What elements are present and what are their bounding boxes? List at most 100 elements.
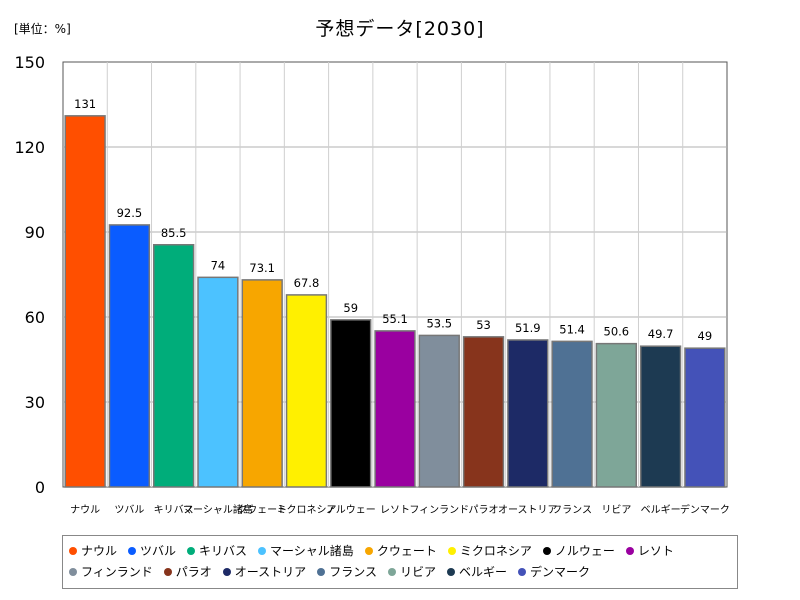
data-label: 67.8 <box>294 276 320 290</box>
y-tick-label: 120 <box>14 138 45 157</box>
y-tick-label: 30 <box>25 393 45 412</box>
x-tick-label: ツバル <box>114 504 144 516</box>
y-tick-label: 90 <box>25 223 45 242</box>
legend-item: レソト <box>625 540 674 561</box>
x-tick-label: リビア <box>601 504 631 516</box>
data-label: 85.5 <box>161 226 187 240</box>
data-label: 51.9 <box>515 321 541 335</box>
legend-swatch <box>128 546 137 555</box>
legend-label: オーストリア <box>234 565 307 579</box>
legend-swatch <box>163 567 172 576</box>
bar-12 <box>551 340 593 488</box>
legend-swatch <box>69 567 77 576</box>
legend-label: クウェート <box>376 544 437 558</box>
data-label: 92.5 <box>117 206 143 220</box>
legend-label: リビア <box>399 565 436 579</box>
legend-swatch <box>446 567 455 576</box>
legend-label: キリバス <box>199 544 248 558</box>
chart-legend: ナウル ツバル キリバス マーシャル諸島 クウェート ミクロネシア ノルウェー レソトフィンラ… <box>62 535 738 589</box>
data-label: 53.5 <box>426 316 452 330</box>
legend-swatch <box>187 546 196 555</box>
x-tick-label: クウェート <box>237 504 287 516</box>
x-tick-label: ベルギー <box>641 504 681 516</box>
legend-item: フィンランド <box>69 561 153 582</box>
bar-1 <box>64 115 106 488</box>
bar-15 <box>684 347 726 488</box>
bar-10 <box>462 336 505 488</box>
y-tick-label: 60 <box>25 308 45 327</box>
legend-item: ツバル <box>128 540 176 561</box>
legend-label: フランス <box>329 565 377 579</box>
bar-7 <box>330 319 372 488</box>
bar-4 <box>197 276 239 488</box>
legend-item: オーストリア <box>222 561 307 582</box>
legend-swatch <box>364 546 373 555</box>
legend-swatch <box>222 567 231 576</box>
legend-item: パラオ <box>163 561 212 582</box>
legend-swatch <box>447 546 456 555</box>
legend-label: フィンランド <box>81 565 153 579</box>
unit-label: [単位：%] <box>14 22 71 36</box>
legend-label: ミクロネシア <box>459 544 532 558</box>
bar-chart-plot: 0 30 60 90 120 150 131 ナウル 92.5 ツバル 85.5 キリバス 74 マーシャ… <box>14 53 730 516</box>
legend-item: フランス <box>317 561 377 582</box>
bar-6 <box>285 294 328 488</box>
data-label: 131 <box>74 97 96 111</box>
legend-label: ツバル <box>140 544 177 558</box>
x-tick-label: パラオ <box>469 504 499 516</box>
y-tick-label: 150 <box>14 53 45 72</box>
legend-swatch <box>69 546 77 555</box>
x-tick-label: フランス <box>552 504 592 516</box>
y-tick-label: 0 <box>35 478 45 497</box>
x-tick-label: ノルウェー <box>326 504 376 516</box>
data-label: 50.6 <box>604 325 630 339</box>
legend-label: レソト <box>637 544 674 558</box>
bar-5 <box>241 279 283 488</box>
legend-swatch <box>542 546 551 555</box>
data-label: 49.7 <box>648 327 674 341</box>
x-tick-label: キリバス <box>154 504 194 516</box>
bar-13 <box>595 342 638 488</box>
legend-label: パラオ <box>175 565 212 579</box>
legend-swatch <box>387 567 396 576</box>
legend-label: マーシャル諸島 <box>270 544 354 558</box>
legend-item: ミクロネシア <box>447 540 532 561</box>
legend-label: ベルギー <box>458 565 507 579</box>
bar-11 <box>507 339 549 488</box>
legend-item: ノルウェー <box>542 540 615 561</box>
legend-label: ナウル <box>81 544 118 558</box>
data-label: 53 <box>476 318 491 332</box>
legend-label: ノルウェー <box>554 544 615 558</box>
bar-8 <box>374 330 416 488</box>
data-label: 55.1 <box>382 312 408 326</box>
data-label: 49 <box>698 329 713 343</box>
legend-swatch <box>258 546 267 555</box>
legend-item: マーシャル諸島 <box>258 540 354 561</box>
data-label: 73.1 <box>249 261 275 275</box>
legend-item: ナウル <box>69 540 117 561</box>
x-tick-label: デンマーク <box>680 503 730 516</box>
legend-swatch <box>317 567 326 576</box>
x-tick-label: フィンランド <box>409 504 469 516</box>
legend-item: ベルギー <box>446 561 507 582</box>
x-tick-label: レソト <box>380 505 410 516</box>
legend-swatch <box>517 567 526 576</box>
bar-3 <box>152 244 195 488</box>
x-tick-label: ミクロネシア <box>276 504 336 516</box>
x-tick-label: マーシャル諸島 <box>183 503 253 516</box>
legend-swatch <box>625 546 634 555</box>
chart-title: 予想データ[2030] <box>315 18 485 40</box>
bar-2 <box>108 224 151 488</box>
x-tick-label: オーストリア <box>498 504 558 516</box>
legend-item: クウェート <box>364 540 437 561</box>
bar-9 <box>418 334 460 488</box>
data-label: 59 <box>343 301 358 315</box>
bar-14 <box>639 345 682 488</box>
legend-label: デンマーク <box>529 565 590 579</box>
x-tick-label: ナウル <box>70 504 100 516</box>
legend-item: デンマーク <box>517 561 590 582</box>
legend-item: キリバス <box>187 540 247 561</box>
data-label: 51.4 <box>559 322 585 336</box>
legend-item: リビア <box>387 561 436 582</box>
data-label: 74 <box>211 258 226 272</box>
